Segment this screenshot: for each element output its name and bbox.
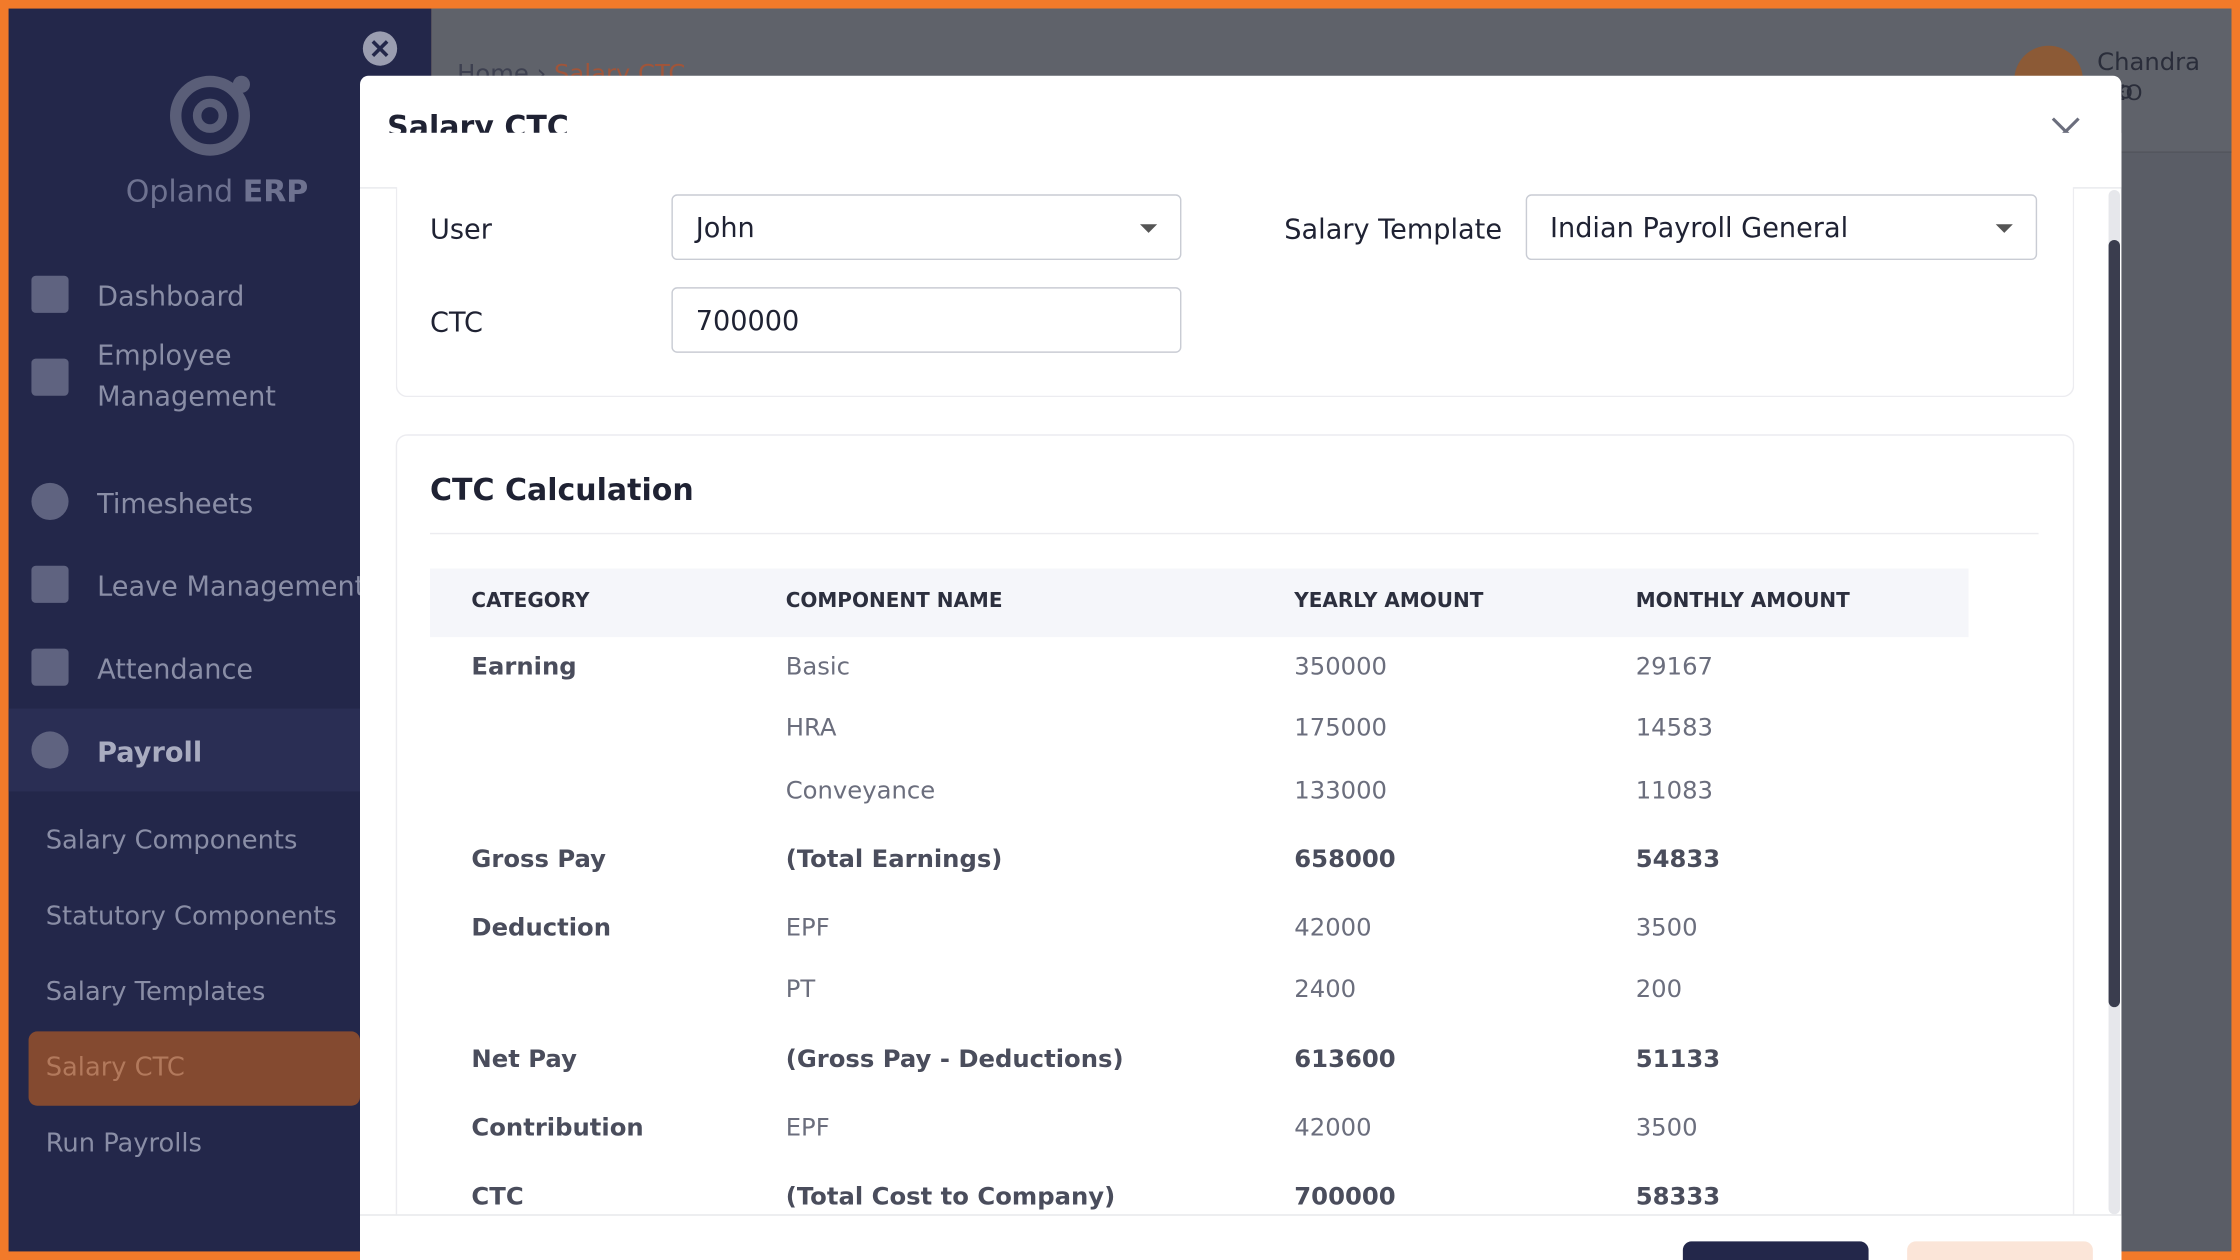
brand-name: Opland [125,174,234,209]
template-select[interactable]: Indian Payroll General [1525,194,2038,260]
card-title: CTC Calculation [429,472,694,508]
table-cell: 58333 [1635,1182,1721,1212]
column-header: CATEGORY [471,589,590,613]
menu-item[interactable]: Leave Management [97,571,366,603]
table-cell: 29167 [1635,652,1713,682]
table-cell: 613600 [1294,1045,1396,1075]
submenu-item[interactable]: Salary Templates [45,977,266,1008]
dropdown-arrow [1995,224,2013,233]
calc-card [395,434,2075,1260]
ctc-input[interactable]: 700000 [671,287,1182,353]
table-cell: 3500 [1635,914,1698,943]
user-label: User [429,214,492,246]
cancel-button[interactable] [1907,1241,2093,1260]
table-cell: (Total Earnings) [785,845,1003,875]
menu-item[interactable]: Payroll [97,737,203,769]
table-cell: 658000 [1294,845,1396,875]
table-cell: CTC [471,1182,524,1212]
table-cell: 3500 [1635,1114,1698,1143]
menu-icon [31,275,69,313]
table-cell: 14583 [1635,714,1713,743]
table-cell: EPF [785,914,830,943]
divider [429,532,2039,535]
scrollbar-thumb[interactable] [2108,239,2120,1008]
close-sidebar[interactable] [360,29,400,69]
menu-icon [31,731,69,769]
table-cell: HRA [785,714,837,743]
ctc-label: CTC [429,307,483,339]
table-cell: Conveyance [785,777,936,806]
table-header-bg [429,568,1969,638]
save-button[interactable] [1682,1241,1869,1260]
table-cell: 700000 [1294,1182,1396,1212]
submenu-item[interactable]: Statutory Components [45,901,337,932]
brand: Opland ERP [126,174,309,208]
table-cell: Gross Pay [471,845,607,875]
menu-icon [31,565,69,603]
menu-item[interactable]: Employee Management [97,339,276,413]
table-cell: Basic [785,652,851,682]
table-cell: EPF [785,1114,830,1143]
table-cell: 350000 [1294,652,1388,682]
submenu-item[interactable]: Salary CTC [45,1052,185,1083]
menu-icon [31,648,69,686]
table-cell: (Total Cost to Company) [785,1182,1116,1212]
table-cell: 42000 [1294,914,1372,943]
menu-item[interactable]: Timesheets [97,488,254,520]
table-cell: Deduction [471,914,612,943]
table-cell: Earning [471,652,577,682]
table-cell: PT [785,975,816,1005]
menu-item[interactable]: Attendance [97,654,254,686]
table-cell: 200 [1635,975,1683,1005]
template-label: Salary Template [1284,214,1503,246]
table-cell: 51133 [1635,1045,1721,1075]
table-cell: 133000 [1294,777,1388,806]
brand-suffix: ERP [242,174,309,209]
user-select[interactable]: John [671,194,1182,260]
submenu-item[interactable]: Salary Components [45,825,298,856]
column-header: MONTHLY AMOUNT [1635,589,1850,613]
modal: Salary CTC User John Salary Template Ind… [359,75,2122,1260]
dropdown-arrow [1139,224,1158,233]
column-header: COMPONENT NAME [785,589,1003,613]
header-mask [359,132,2122,188]
table-cell: 54833 [1635,845,1721,875]
table-cell: 11083 [1635,777,1713,806]
modal-header [360,76,2121,187]
table-cell: Contribution [471,1114,644,1143]
column-header: YEARLY AMOUNT [1294,589,1484,613]
table-cell: (Gross Pay - Deductions) [785,1045,1124,1075]
table-cell: Net Pay [471,1045,577,1075]
table-cell: 42000 [1294,1114,1372,1143]
menu-icon [31,482,69,520]
menu-icon [31,358,69,396]
logo-icon [169,75,250,156]
menu-item[interactable]: Dashboard [97,281,245,313]
table-cell: 2400 [1294,975,1357,1005]
active-submenu-bg [28,1031,360,1106]
submenu-item[interactable]: Run Payrolls [45,1128,202,1159]
table-cell: 175000 [1294,714,1388,743]
